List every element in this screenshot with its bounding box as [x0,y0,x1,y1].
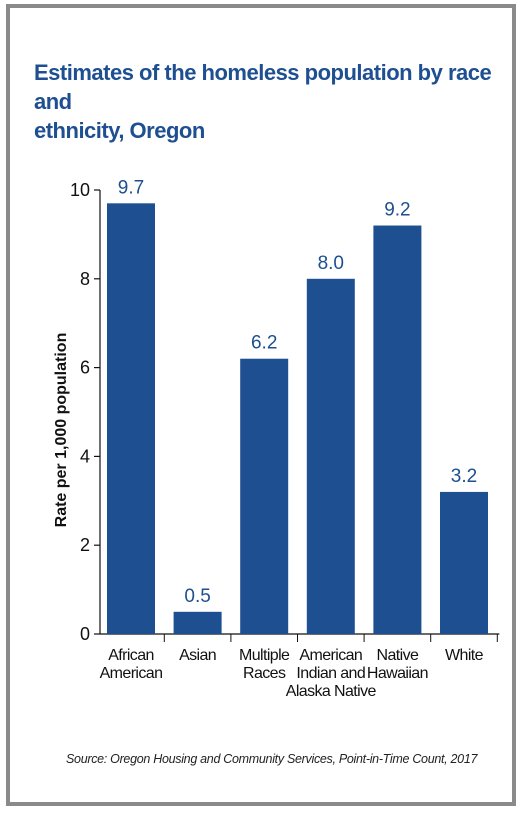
y-tick-label: 10 [70,180,90,200]
category-label: African American [100,647,163,682]
bar-value-label: 8.0 [318,253,344,274]
category-label: American Indian and Alaska Native [286,647,377,700]
y-tick-label: 4 [80,446,90,466]
category-label: White [445,647,484,664]
bar [306,278,355,634]
category-label: Asian [179,647,216,664]
bar [173,611,222,634]
bar [240,358,289,634]
bar-value-label: 9.2 [384,200,410,221]
chart-title: Estimates of the homeless population by … [34,58,494,145]
y-tick-label: 8 [80,269,90,289]
source-note: Source: Oregon Housing and Community Ser… [66,752,478,766]
bar-layer [107,203,488,634]
y-tick-label: 2 [80,535,90,555]
bar [107,203,155,634]
bar-value-label: 6.2 [251,333,277,354]
y-tick-label: 0 [80,624,90,644]
y-axis-label: Rate per 1,000 population [53,333,70,528]
bar-value-label: 0.5 [184,586,210,607]
bar [440,491,488,634]
axis-layer: 0 2 4 6 8 10 Rate per 1,000 population [53,180,500,644]
chart-title-line-2: ethnicity, Oregon [34,118,205,143]
bar [373,225,422,634]
category-label: Multiple Races [239,647,290,682]
bar-value-label: 3.2 [451,466,477,487]
category-label: Native Hawaiian [367,647,428,682]
bar-value-label: 9.7 [118,177,144,198]
label-layer: 9.7 African American 0.5 Asian 6.2 Multiple Rac… [100,177,485,700]
chart-title-line-1: Estimates of the homeless population by … [34,60,492,114]
y-tick-label: 6 [80,358,90,378]
